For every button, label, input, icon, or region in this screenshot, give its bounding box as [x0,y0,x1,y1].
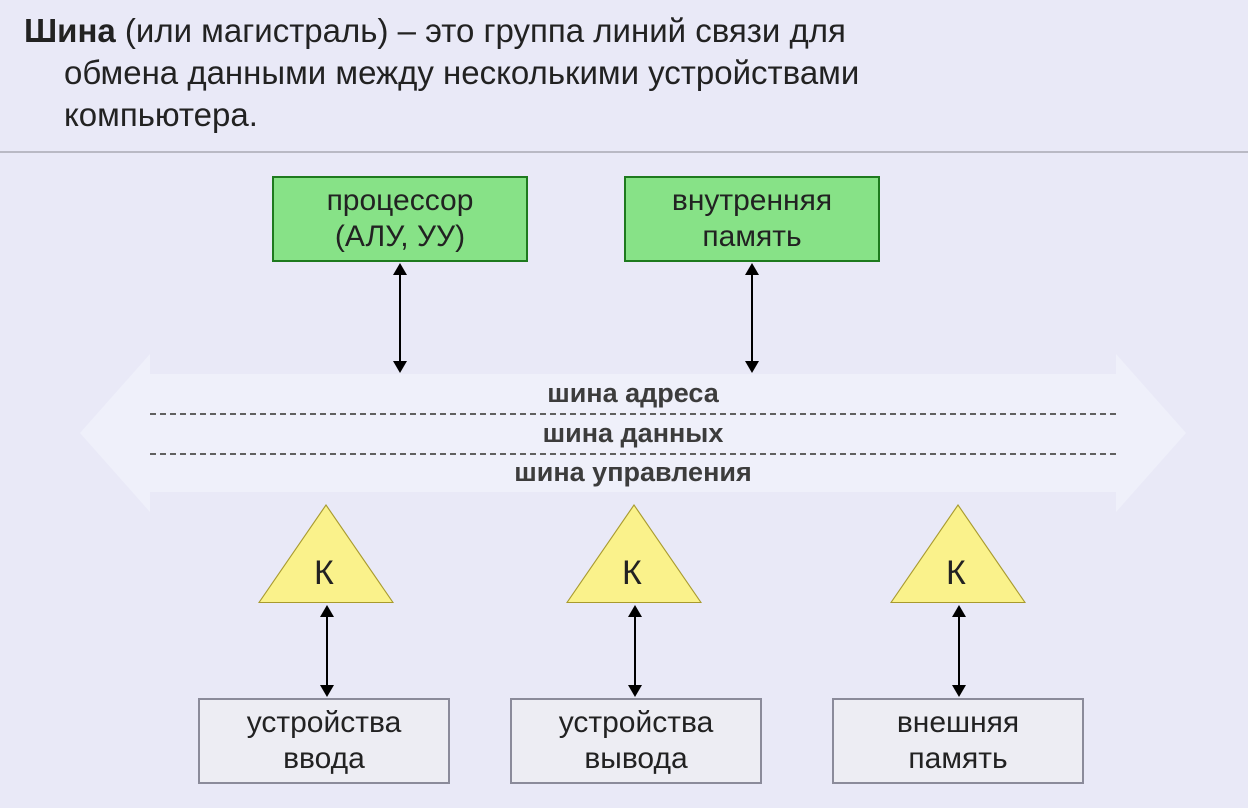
bus-label-control: шина управления [150,457,1116,488]
definition-text: Шина (или магистраль) – это группа линий… [0,0,1248,153]
controller-triangle: К [892,506,1024,602]
processor-box: процессор (АЛУ, УУ) [272,176,528,262]
device-box: внешняяпамять [832,698,1084,784]
definition-line3: компьютера. [24,94,1224,136]
bus-body: шина адреса шина данных шина управления [150,374,1116,492]
bus-arrowhead-right-icon [1116,354,1186,512]
term-bold: Шина [24,12,116,49]
double-arrow-icon [326,614,328,688]
controller-label: К [622,554,642,593]
bus-divider-1 [150,413,1116,415]
device-label-2: память [897,741,1019,777]
device-label-1: внешняя [897,705,1019,741]
double-arrow-icon [399,272,401,364]
double-arrow-icon [751,272,753,364]
diagram-stage: Шина (или магистраль) – это группа линий… [0,0,1248,808]
bus-arrowhead-left-icon [80,354,150,512]
memory-label-2: память [672,219,832,255]
bus-divider-2 [150,453,1116,455]
device-label-1: устройства [559,705,714,741]
controller-triangle: К [568,506,700,602]
device-box: устройстваввода [198,698,450,784]
processor-label-1: процессор [327,183,474,219]
bus-label-data: шина данных [150,418,1116,449]
processor-label-2: (АЛУ, УУ) [327,219,474,255]
device-label-2: вывода [559,741,714,777]
device-label-2: ввода [247,741,402,777]
bus-label-address: шина адреса [150,378,1116,409]
definition-line1: (или магистраль) – это группа линий связ… [116,12,846,49]
definition-line2: обмена данными между несколькими устройс… [24,52,1224,94]
double-arrow-icon [958,614,960,688]
controller-triangle: К [260,506,392,602]
memory-label-1: внутренняя [672,183,832,219]
internal-memory-box: внутренняя память [624,176,880,262]
controller-label: К [946,554,966,593]
device-box: устройствавывода [510,698,762,784]
controller-label: К [314,554,334,593]
device-label-1: устройства [247,705,402,741]
double-arrow-icon [634,614,636,688]
